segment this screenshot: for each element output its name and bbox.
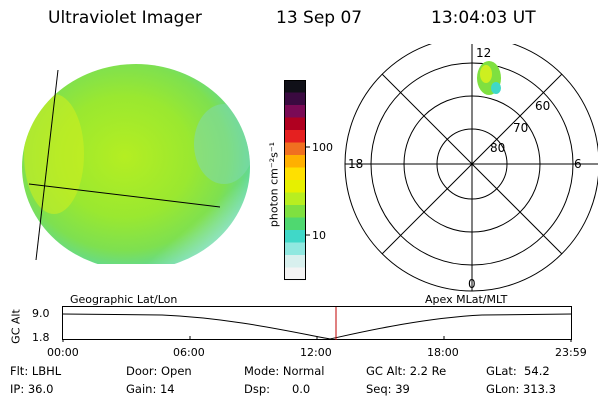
polar-label-70: 70 [513,121,528,135]
time-label: 13:04:03 UT [431,8,536,28]
colorbar-swatch [284,130,306,143]
info-glat: GLat: 54.2 [486,364,550,378]
polar-label-0: 0 [468,277,476,291]
xtick-1800: 18:00 [427,346,459,359]
date-label: 13 Sep 07 [276,8,363,28]
info-mode: Mode: Normal [244,364,325,378]
colorbar-swatch [284,142,306,156]
colorbar-swatch [284,230,306,243]
altitude-curve [62,313,573,340]
polar-label-60: 60 [535,99,550,113]
info-door: Door: Open [126,364,192,378]
colorbar-swatch [284,205,306,218]
info-gain: Gain: 14 [126,382,175,396]
colorbar-swatch [284,217,306,231]
info-glon: GLon: 313.3 [486,382,556,396]
colorbar-swatch [284,155,306,168]
colorbar-tick-10: 10 [312,229,326,242]
colorbar [284,80,306,281]
colorbar-ticks: 100 10 [306,141,333,242]
colorbar-swatch [284,117,306,131]
colorbar-swatch [284,192,306,206]
polar-label-12: 12 [476,46,491,60]
info-dsp: Dsp: 0.0 [244,382,311,396]
xtick-2359: 23:59 [555,346,587,359]
timeline-ytick-top: 9.0 [32,307,50,320]
instrument-title: Ultraviolet Imager [48,8,202,28]
xtick-1200: 12:00 [300,346,332,359]
colorbar-swatch [284,180,306,193]
polar-plot: 12 18 6 0 60 70 80 [344,44,598,292]
colorbar-swatch [284,267,306,281]
colorbar-swatch [284,105,306,118]
info-seq: Seq: 39 [366,382,410,396]
timeline-plot [62,306,573,342]
colorbar-swatch [284,167,306,181]
lon-line [35,69,59,261]
info-ip: IP: 36.0 [10,382,54,396]
xtick-0000: 00:00 [47,346,79,359]
earth-image [22,64,250,264]
colorbar-swatch [284,92,306,106]
polar-label-18: 18 [348,157,363,171]
lat-line [28,183,221,208]
timeline-ylabel: GC Alt [9,309,23,344]
timeline-left-label: Geographic Lat/Lon [70,293,178,306]
colorbar-swatch [284,255,306,268]
info-gcalt: GC Alt: 2.2 Re [366,364,447,378]
xtick-0600: 06:00 [173,346,205,359]
colorbar-swatch [284,80,306,93]
colorbar-tick-100: 100 [312,141,333,154]
timeline-ytick-bottom: 1.8 [32,331,50,344]
polar-label-6: 6 [574,157,582,171]
colorbar-swatch [284,242,306,256]
timeline-right-label: Apex MLat/MLT [425,293,508,306]
colorbar-label: photon cm⁻²s⁻¹ [267,141,281,228]
info-flt: Flt: LBHL [10,364,62,378]
polar-label-80: 80 [490,141,505,155]
